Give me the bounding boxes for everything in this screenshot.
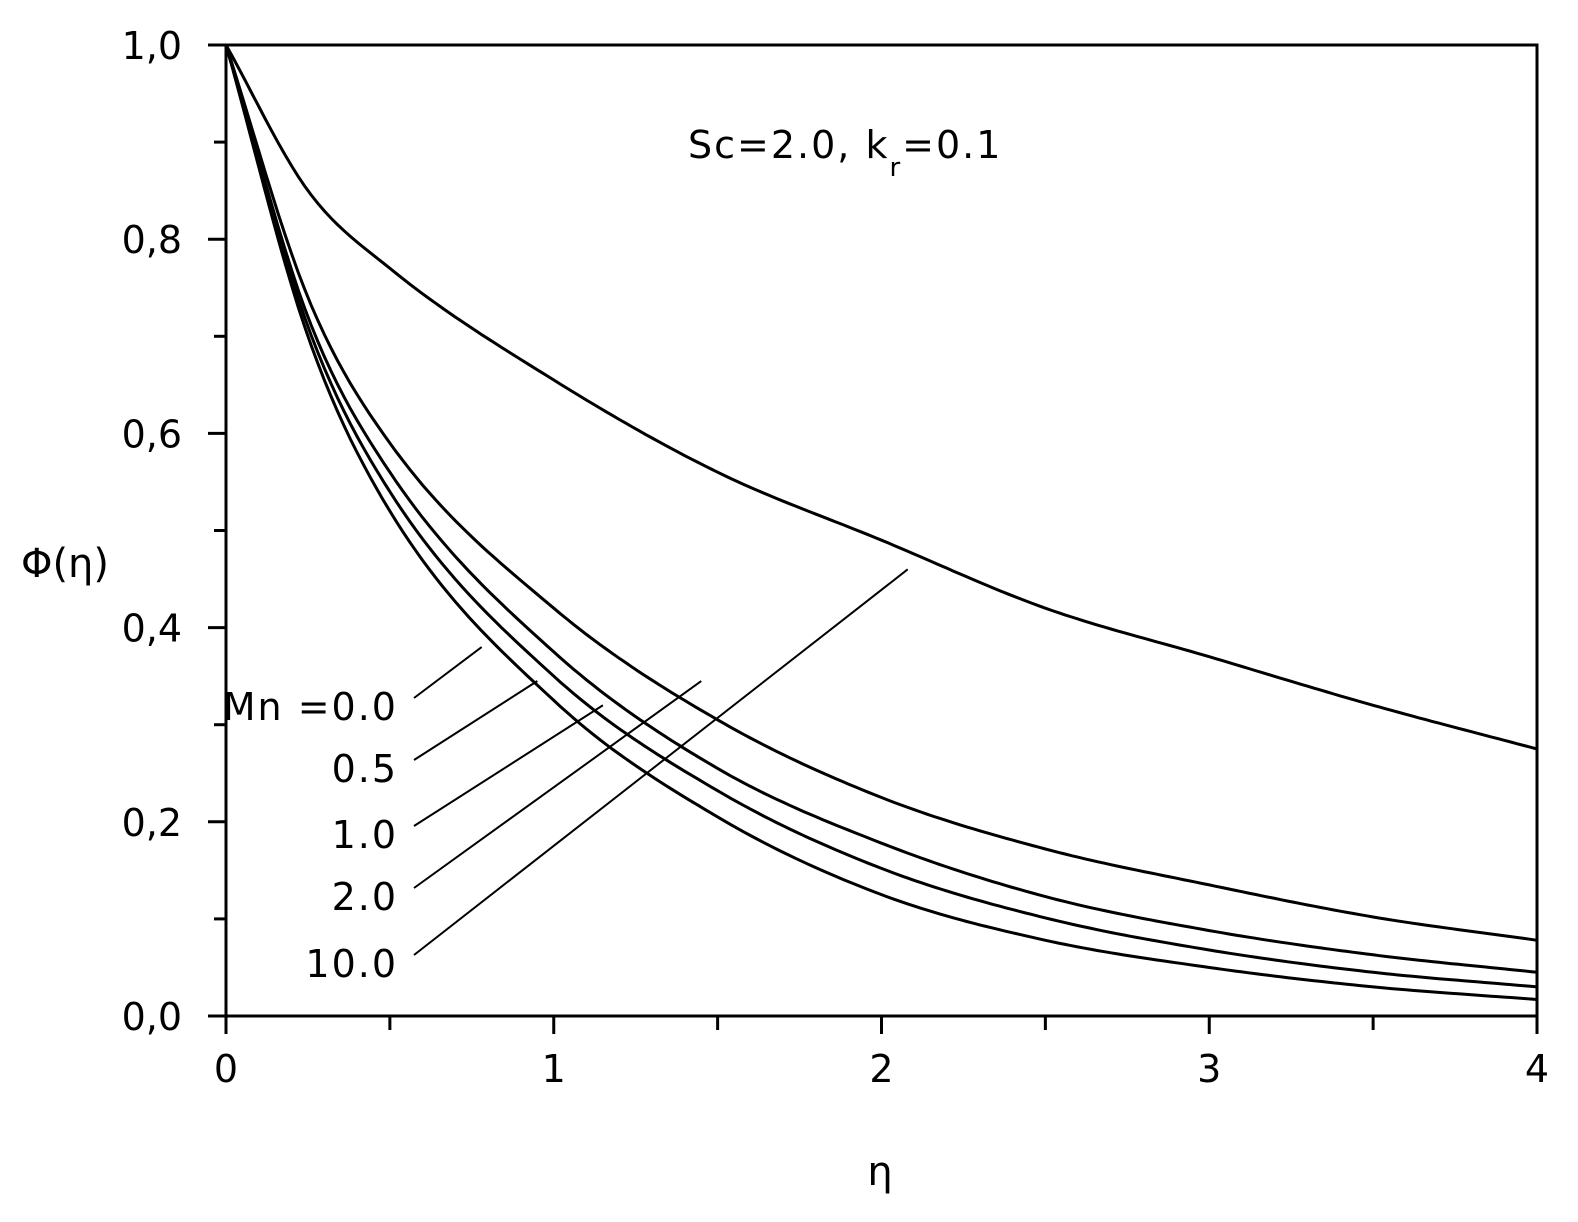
- annotation-subscript: r: [889, 153, 902, 183]
- y-axis: 0,0 0,2 0,4 0,6 0,8 1,0: [122, 24, 226, 1039]
- plot-frame: [224, 43, 1539, 1018]
- x-axis-label: η: [867, 1149, 892, 1195]
- series-label-1: 0.5: [332, 747, 398, 791]
- y-tick-label: 1,0: [122, 24, 182, 68]
- series-label-4: 10.0: [305, 942, 398, 986]
- y-tick-label: 0,8: [122, 218, 182, 262]
- x-tick-label: 3: [1197, 1047, 1221, 1091]
- series-line-3: [224, 44, 1538, 989]
- x-tick-label: 2: [869, 1047, 893, 1091]
- series-leader-1: [413, 680, 538, 761]
- x-tick-label: 0: [214, 1047, 238, 1091]
- y-tick-label: 0,2: [122, 801, 182, 845]
- series-line-4: [224, 44, 1538, 1001]
- annotation-text: Sc=2.0, k: [688, 123, 889, 167]
- series-label-3: 2.0: [332, 875, 398, 919]
- series-line-0: [224, 44, 1538, 751]
- series-label-2: 1.0: [332, 813, 398, 857]
- y-tick-label: 0,6: [122, 412, 182, 456]
- x-axis: 0 1 2 3 4: [214, 1016, 1549, 1091]
- series-labels: Mn =0.0 0.5 1.0 2.0 10.0: [223, 568, 909, 986]
- series-leader-4: [413, 568, 909, 956]
- series-group: [224, 44, 1538, 1001]
- plot-border: [224, 43, 1539, 1018]
- y-tick-label: 0,4: [122, 607, 182, 651]
- x-tick-label: 4: [1525, 1047, 1549, 1091]
- series-leader-0: [413, 646, 483, 699]
- series-leader-2: [413, 704, 604, 827]
- x-tick-label: 1: [542, 1047, 566, 1091]
- series-line-2: [224, 44, 1538, 974]
- series-leader-3: [413, 680, 702, 889]
- series-label-0: Mn =0.0: [223, 685, 398, 729]
- y-tick-label: 0,0: [122, 995, 182, 1039]
- y-axis-label: Φ(η): [21, 541, 109, 587]
- parameter-annotation: Sc=2.0, kr=0.1: [688, 123, 1002, 183]
- annotation-suffix: =0.1: [902, 123, 1002, 167]
- series-line-1: [224, 44, 1538, 942]
